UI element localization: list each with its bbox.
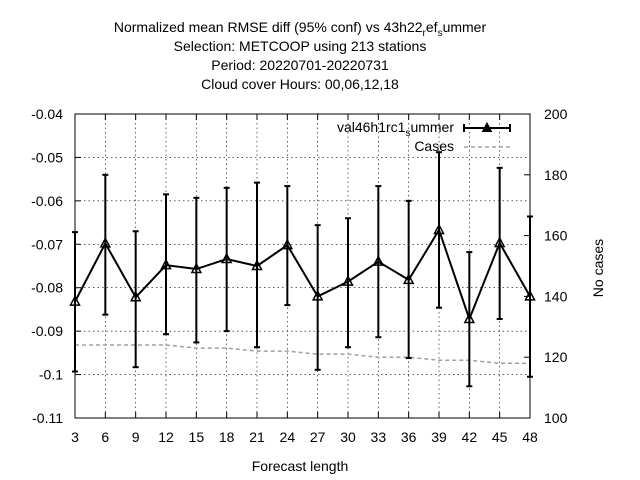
title-line-4-part: Cloud cover Hours: 00,06,12,18	[201, 76, 399, 92]
data-point-triangle	[251, 259, 263, 271]
title-line-1-part: ef	[426, 19, 438, 35]
x-tick-label: 42	[462, 429, 478, 445]
x-tick-label: 6	[101, 429, 109, 445]
data-point-triangle	[190, 262, 203, 274]
x-tick-label: 27	[310, 429, 326, 445]
y-tick-label: -0.09	[31, 323, 63, 339]
data-point-triangle	[402, 273, 415, 285]
legend-label-main-part: s	[405, 128, 410, 139]
x-tick-label: 12	[158, 429, 174, 445]
title-line-1-part: r	[423, 28, 427, 39]
x-tick-label: 18	[219, 429, 235, 445]
y2-tick-label: 100	[544, 410, 568, 426]
title-line-3-part: Period: 20220701-20220731	[211, 57, 389, 73]
y-tick-label: -0.07	[31, 236, 63, 252]
cases-line	[75, 344, 530, 365]
y2-tick-label: 160	[544, 228, 568, 244]
cases-series-layer	[75, 344, 530, 365]
data-point-triangle	[463, 312, 476, 324]
x-tick-label: 24	[280, 429, 296, 445]
x-tick-label: 21	[249, 429, 265, 445]
data-point-triangle	[160, 258, 172, 270]
main-line	[74, 227, 531, 322]
x-tick-label: 45	[492, 429, 508, 445]
data-point-triangle	[281, 238, 294, 250]
x-tick-label: 36	[401, 429, 417, 445]
y2-tick-label: 140	[544, 288, 568, 304]
x-tick-label: 3	[71, 429, 79, 445]
ticks-layer: 3 6 9 12 15 18 21 24 27 30 33 36 39 42 45 48-0.04-0.05-…	[31, 106, 567, 445]
x-tick-label: 39	[431, 429, 447, 445]
data-point-triangle	[372, 255, 385, 266]
y-tick-label: -0.11	[32, 410, 63, 426]
title-line-1: Normalized mean RMSE diff (95% conf) vs …	[114, 19, 487, 39]
x-tick-label: 15	[189, 429, 205, 445]
data-point-triangle	[433, 223, 445, 235]
grid-layer	[75, 114, 530, 418]
title-line-1-part: Normalized mean RMSE diff (95% conf) vs …	[114, 19, 423, 35]
x-tick-label: 9	[132, 429, 140, 445]
y-tick-label: -0.1	[39, 367, 63, 383]
y-tick-label: -0.05	[31, 149, 63, 165]
x-tick-label: 30	[340, 429, 356, 445]
data-point-triangle	[342, 275, 354, 286]
y-tick-label: -0.04	[31, 106, 63, 122]
x-tick-label: 48	[522, 429, 538, 445]
legend-label-main-part: ummer	[410, 119, 454, 135]
title-line-4: Cloud cover Hours: 00,06,12,18	[201, 76, 399, 92]
data-point-triangle	[220, 252, 233, 264]
data-point-triangle	[129, 290, 142, 302]
title-line-1-part: ummer	[443, 19, 487, 35]
y-tick-label: -0.06	[31, 193, 63, 209]
legend-label-cases: Cases	[414, 138, 454, 154]
title-line-1-part: s	[438, 28, 443, 39]
title-line-2-part: Selection: METCOOP using 213 stations	[174, 38, 427, 54]
x-axis-label: Forecast length	[252, 458, 349, 474]
chart-title: Normalized mean RMSE diff (95% conf) vs …	[114, 19, 487, 92]
legend-label-main-part: val46h1rc1	[337, 119, 406, 135]
y2-tick-label: 180	[544, 167, 568, 183]
legend-triangle	[481, 121, 493, 132]
y-tick-label: -0.08	[31, 280, 63, 296]
data-point-triangle	[99, 236, 112, 248]
x-tick-label: 33	[371, 429, 387, 445]
title-line-3: Period: 20220701-20220731	[211, 57, 389, 73]
y2-tick-label: 200	[544, 106, 568, 122]
y2-tick-label: 120	[544, 349, 568, 365]
plot-frame	[74, 113, 531, 419]
legend-label-main: val46h1rc1summer	[337, 119, 454, 139]
data-point-triangle	[311, 289, 324, 301]
legend-label-cases-part: Cases	[414, 138, 454, 154]
data-point-triangle	[493, 236, 506, 248]
title-line-2: Selection: METCOOP using 213 stations	[174, 38, 427, 54]
y2-axis-label: No cases	[590, 239, 606, 297]
